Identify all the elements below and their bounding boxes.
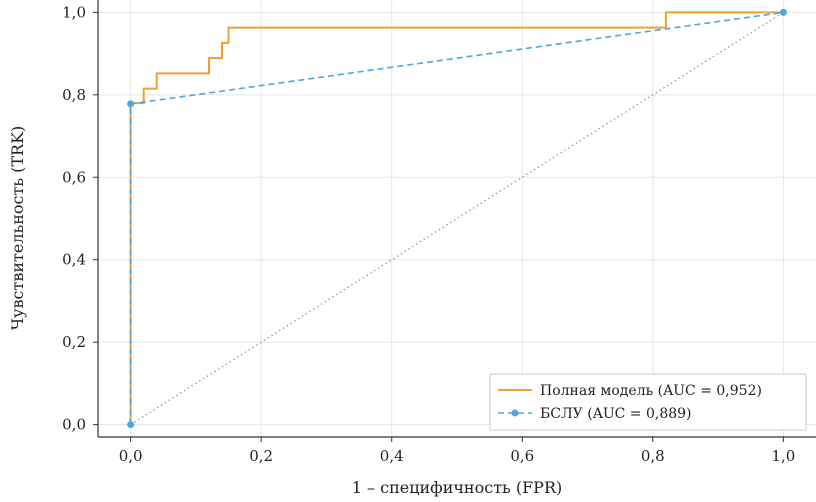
x-tick-label: 0,4	[380, 447, 404, 465]
tick-labels: 0,0 0,2 0,4 0,6 0,8 1,0 0,0 0,2 0,4 0,6 0,8 1,0	[62, 3, 795, 465]
x-axis-title: 1 – специфичность (FPR)	[352, 478, 562, 497]
legend-marker-bslu	[511, 409, 519, 417]
series-markers	[127, 8, 787, 429]
y-tick-label: 0,0	[62, 416, 86, 434]
series-line-full-model	[129, 11, 784, 425]
x-tick-label: 0,2	[249, 447, 273, 465]
y-tick-label: 0,6	[62, 168, 86, 186]
legend-label-full-model: Полная модель (AUC = 0,952)	[540, 383, 762, 399]
y-tick-label: 0,2	[62, 333, 86, 351]
x-tick-label: 0,6	[510, 447, 534, 465]
series-point-marker	[127, 100, 135, 108]
y-axis-title: Чувствительность (TRK)	[8, 126, 27, 331]
legend-label-bslu: БСЛУ (AUC = 0,889)	[540, 406, 692, 422]
series-point-marker	[779, 8, 787, 16]
y-tick-label: 1,0	[62, 3, 86, 21]
grid	[98, 0, 816, 437]
series-point-marker	[127, 421, 135, 429]
legend-box	[489, 373, 807, 431]
plot-background	[98, 0, 816, 437]
y-tick-label: 0,8	[62, 86, 86, 104]
legend: Полная модель (AUC = 0,952) БСЛУ (AUC = …	[489, 373, 807, 431]
axes	[93, 0, 816, 442]
x-tick-label: 0,8	[641, 447, 665, 465]
x-tick-label: 1,0	[771, 447, 795, 465]
y-tick-label: 0,4	[62, 251, 86, 269]
x-tick-label: 0,0	[119, 447, 143, 465]
